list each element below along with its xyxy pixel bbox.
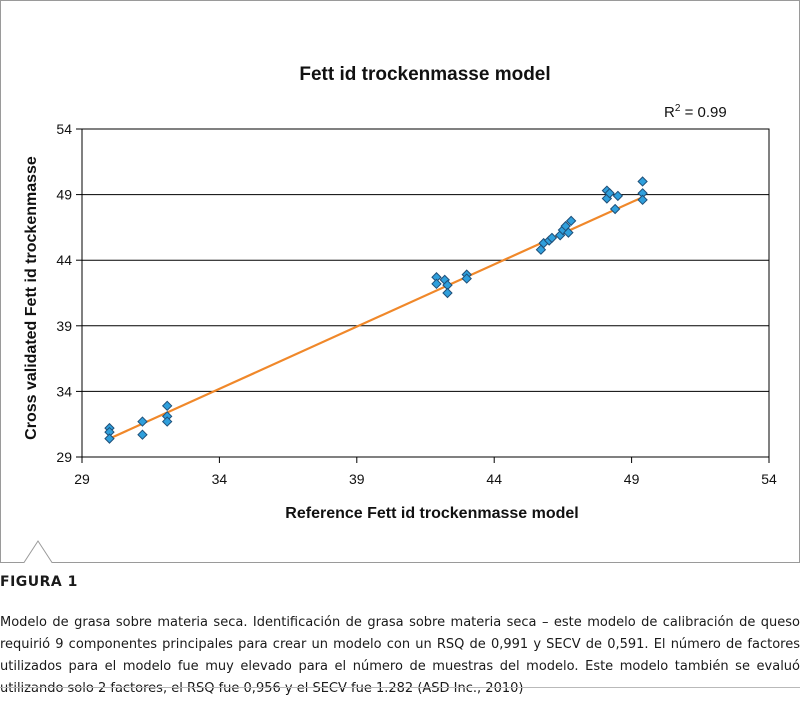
data-point — [137, 416, 148, 427]
gridlines — [82, 194, 769, 392]
y-tick-label: 49 — [56, 187, 72, 203]
figure-label: FIGURA 1 — [0, 574, 78, 590]
r-squared-annotation: R2 = 0.99 — [664, 103, 727, 121]
r-squared-exponent: 2 — [675, 103, 681, 114]
x-axis-label: Reference Fett id trockenmasse model — [285, 505, 578, 522]
data-points — [104, 176, 648, 444]
figure-caption: Modelo de grasa sobre materia seca. Iden… — [0, 615, 800, 696]
data-point — [461, 273, 472, 284]
data-point — [161, 416, 173, 427]
data-point — [431, 278, 442, 290]
data-point — [442, 287, 453, 299]
x-tick-label: 39 — [349, 471, 365, 487]
data-point — [546, 232, 558, 244]
data-point — [161, 400, 173, 412]
r-squared-value: = 0.99 — [680, 104, 726, 121]
plot-area — [81, 128, 770, 458]
data-point — [565, 215, 577, 227]
data-point — [137, 429, 148, 440]
y-tick-label: 44 — [56, 252, 72, 268]
data-point — [563, 227, 574, 238]
x-tick-label: 34 — [212, 471, 228, 487]
axis-ticks: 29 34 39 44 49 54 29 34 39 44 49 54 — [56, 121, 777, 487]
bottom-divider — [0, 687, 800, 688]
y-tick-label: 29 — [56, 449, 72, 465]
y-tick-label: 54 — [56, 121, 72, 137]
data-point — [637, 176, 648, 187]
r-squared-base: R — [664, 104, 675, 121]
data-point — [609, 203, 621, 215]
y-tick-label: 39 — [56, 318, 72, 334]
y-axis-label: Cross validated Fett id trockenmasse — [23, 156, 40, 440]
data-point — [612, 190, 624, 202]
y-tick-label: 34 — [56, 383, 72, 399]
x-tick-label: 44 — [486, 471, 502, 487]
x-tick-label: 49 — [624, 471, 640, 487]
data-point — [637, 194, 648, 206]
data-point — [604, 188, 615, 199]
data-point — [104, 433, 115, 444]
x-tick-label: 54 — [761, 471, 777, 487]
chart-title: Fett id trockenmasse model — [299, 64, 550, 85]
x-tick-label: 29 — [74, 471, 90, 487]
scatter-chart: Fett id trockenmasse model R2 = 0.99 29 3… — [0, 0, 800, 563]
